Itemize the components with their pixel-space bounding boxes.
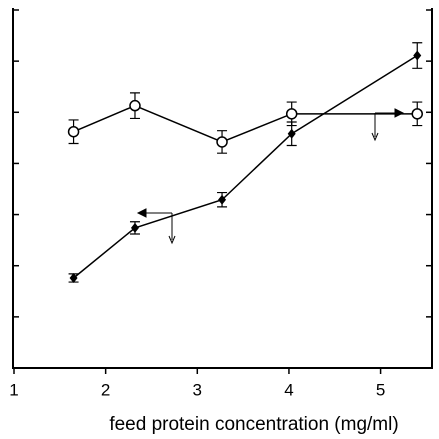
arrowhead: [168, 235, 176, 245]
series-line: [73, 54, 418, 279]
marker: [411, 108, 424, 120]
marker: [129, 99, 141, 112]
marker: [69, 272, 78, 283]
arrowhead: [394, 108, 405, 118]
x-axis-label: feed protein concentration (mg/ml): [109, 414, 398, 435]
arrowhead: [371, 132, 379, 142]
x-tick-label: 4: [284, 380, 293, 399]
arrowhead: [136, 208, 147, 218]
x-tick-label: 1: [9, 380, 18, 399]
marker: [285, 108, 298, 120]
marker: [413, 50, 422, 61]
marker: [287, 128, 296, 139]
marker: [216, 136, 228, 148]
marker: [218, 194, 227, 205]
x-tick-label: 2: [101, 380, 110, 399]
x-tick-label: 5: [376, 380, 385, 399]
marker: [130, 222, 139, 233]
series-line: [73, 104, 418, 143]
annotations: [136, 108, 405, 245]
x-tick-label: 3: [193, 380, 202, 399]
marker: [67, 125, 80, 138]
